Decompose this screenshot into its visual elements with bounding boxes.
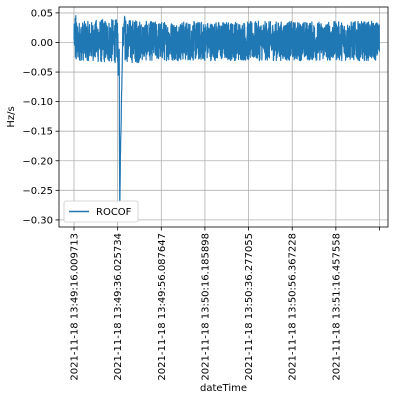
y-axis-label: Hz/s	[6, 106, 17, 127]
y-tick-label: −0.30	[22, 215, 53, 226]
x-axis: 2021-11-18 13:49:16.009713 2021-11-18 13:…	[70, 227, 380, 381]
legend-label-rocof: ROCOF	[96, 207, 132, 218]
y-tick-label: 0.05	[31, 8, 53, 19]
x-tick-label: 2021-11-18 13:50:56.367228	[288, 233, 299, 381]
x-tick-label: 2021-11-18 13:49:36.025734	[113, 233, 124, 381]
x-axis-label: dateTime	[200, 383, 247, 394]
y-tick-label: −0.05	[22, 68, 53, 79]
y-axis: 0.05 0.00 −0.05 −0.10 −0.15 −0.20 −0.25 −0.30	[22, 8, 59, 226]
x-tick-label: 2021-11-18 13:49:56.087647	[157, 233, 168, 381]
plot-frame	[58, 6, 389, 228]
y-tick-label: 0.00	[31, 38, 53, 49]
y-tick-label: −0.25	[22, 186, 53, 197]
y-tick-label: −0.20	[22, 156, 53, 167]
x-tick-label: 2021-11-18 13:49:16.009713	[70, 233, 81, 381]
x-tick-label: 2021-11-18 13:51:16.457558	[331, 233, 342, 381]
series-line-rocof	[73, 15, 381, 218]
x-tick-label: 2021-11-18 13:50:16.185898	[200, 233, 211, 381]
x-tick-label: 2021-11-18 13:50:36.277055	[244, 233, 255, 381]
series-group	[73, 15, 381, 218]
legend: ROCOF	[63, 200, 139, 223]
y-tick-label: −0.15	[22, 127, 53, 138]
legend-box	[63, 200, 139, 223]
y-tick-label: −0.10	[22, 97, 53, 108]
